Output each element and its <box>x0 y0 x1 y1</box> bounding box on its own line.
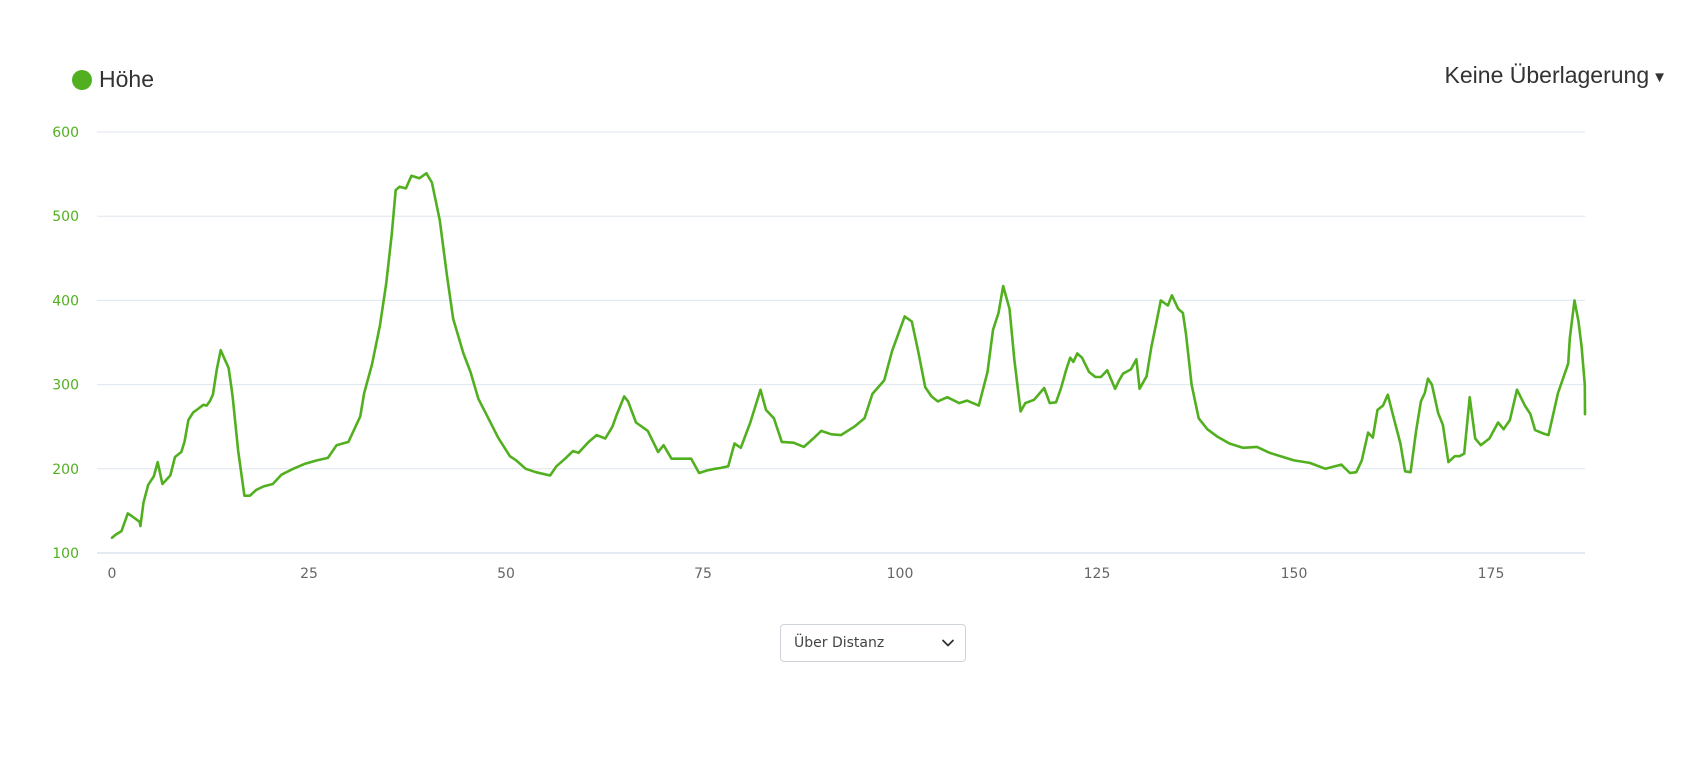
x-mode-select[interactable]: Über Distanz <box>780 624 966 662</box>
y-tick-label: 300 <box>52 378 79 394</box>
caret-down-icon: ▼ <box>1652 68 1667 86</box>
overlay-dropdown[interactable]: Keine Überlagerung ▼ <box>1445 62 1667 89</box>
x-tick-label: 150 <box>1281 566 1308 582</box>
y-axis-ticks: 100 200 300 400 500 600 <box>52 125 79 562</box>
elevation-chart: 100 200 300 400 500 600 0 25 50 75 100 125 150 175 <box>52 125 1587 582</box>
y-tick-label: 100 <box>52 546 79 562</box>
overlay-dropdown-label: Keine Überlagerung <box>1444 62 1650 88</box>
elevation-line <box>110 172 1587 540</box>
x-mode-select-value: Über Distanz <box>794 635 885 651</box>
y-tick-label: 500 <box>52 209 79 225</box>
x-tick-label: 0 <box>108 566 117 582</box>
x-tick-label: 175 <box>1478 566 1505 582</box>
x-tick-label: 50 <box>497 566 515 582</box>
chart-gridlines <box>97 131 1585 554</box>
x-tick-label: 25 <box>300 566 318 582</box>
legend-label: Höhe <box>99 66 154 92</box>
x-axis-ticks: 0 25 50 75 100 125 150 175 <box>108 566 1505 582</box>
chart-legend[interactable]: Höhe <box>72 66 154 93</box>
chevron-down-icon <box>942 639 954 647</box>
y-tick-label: 400 <box>52 293 79 309</box>
y-tick-label: 600 <box>52 125 79 141</box>
y-tick-label: 200 <box>52 462 79 478</box>
chart-series <box>110 172 1587 540</box>
legend-circle-icon <box>72 69 92 90</box>
x-tick-label: 125 <box>1084 566 1111 582</box>
x-tick-label: 75 <box>694 566 712 582</box>
x-tick-label: 100 <box>887 566 914 582</box>
